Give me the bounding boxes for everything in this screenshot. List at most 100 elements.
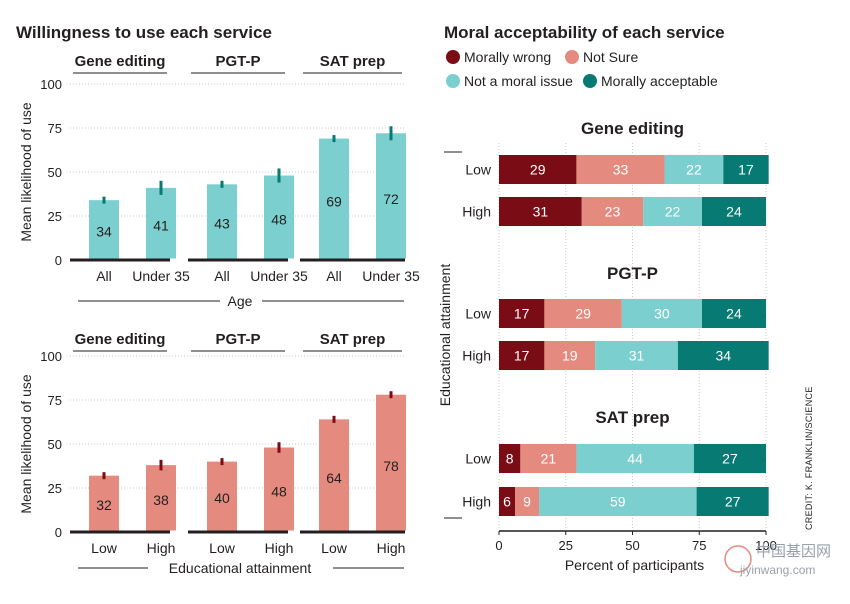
watermark-cn: 中国基因网 [756,543,831,560]
legend-swatch [446,74,460,88]
moral-bar-segment [499,444,521,473]
edu-category-label: High [147,540,176,556]
moral-bar-segment [520,444,577,473]
moral-bar-segment [499,341,545,370]
moral-xtick: 50 [625,538,639,553]
age-bar [207,184,237,259]
moral-bar-segment [499,197,582,226]
legend-label: Not Sure [583,49,638,65]
edu-ytick: 0 [55,525,62,540]
moral-bar-segment [595,341,678,370]
age-data-label: 34 [96,223,112,239]
edu-ylabel: Mean likelihood of use [18,374,34,514]
age-bar [146,187,176,259]
edu-data-label: 40 [214,490,230,506]
moral-segment-label: 24 [726,204,742,220]
edu-data-label: 78 [383,458,399,474]
edu-bar [264,447,294,531]
moral-segment-label: 29 [530,162,546,178]
edu-panel-title: Gene editing [75,331,166,348]
moral-segment-label: 17 [738,162,754,178]
age-data-label: 69 [326,194,342,210]
legend-label: Morally wrong [464,49,551,65]
moral-segment-label: 30 [654,306,670,322]
age-bar [319,138,349,259]
age-group-label: Age [228,293,253,309]
moral-bar-segment [621,299,702,328]
credit-text: CREDIT: K. FRANKLIN/SCIENCE [804,386,814,530]
legend-swatch [446,50,460,64]
moral-segment-label: 22 [665,204,681,220]
moral-bar-segment [643,197,702,226]
edu-ytick: 50 [48,437,62,452]
edu-category-label: High [265,540,294,556]
moral-segment-label: 44 [627,451,643,467]
age-data-label: 43 [214,216,230,232]
age-ytick: 50 [48,165,62,180]
legend-swatch [583,74,597,88]
edu-category-label: High [377,540,406,556]
moral-bar-segment [576,444,694,473]
left-title: Willingness to use each service [16,23,272,42]
moral-segment-label: 9 [523,494,531,510]
moral-bar-segment [581,197,644,226]
moral-bar-segment [701,299,766,328]
legend-label: Morally acceptable [601,73,718,89]
edu-ytick: 25 [48,481,62,496]
moral-segment-label: 21 [541,451,557,467]
edu-bar [89,475,119,531]
moral-segment-label: 34 [715,348,731,364]
moral-xlabel: Percent of participants [565,557,704,573]
moral-segment-label: 31 [533,204,549,220]
age-bar [89,200,119,259]
moral-segment-label: 17 [514,348,530,364]
watermark: 中国基因网 jiyinwang.com [724,543,831,577]
legend-label: Not a moral issue [464,73,573,89]
moral-segment-label: 17 [514,306,530,322]
age-data-label: 48 [271,211,287,227]
watermark-logo-icon [724,545,752,573]
age-panel-title: SAT prep [320,53,386,70]
moral-segment-label: 27 [722,451,738,467]
moral-row-label: High [462,494,491,510]
moral-bar-segment [723,155,769,184]
age-bar [264,175,294,259]
edu-panel-title: SAT prep [320,331,386,348]
moral-segment-label: 31 [629,348,645,364]
age-category-label: All [326,268,342,284]
moral-segment-label: 23 [605,204,621,220]
moral-row-label: Low [465,451,492,467]
moral-panel-title: SAT prep [595,408,669,427]
moral-xtick: 75 [692,538,706,553]
moral-bar-segment [499,155,577,184]
edu-category-label: Low [209,540,236,556]
edu-panel-title: PGT-P [215,331,260,348]
moral-segment-label: 33 [613,162,629,178]
moral-segment-label: 6 [503,494,511,510]
edu-group-label: Educational attainment [169,560,312,576]
moral-bar-segment [664,155,724,184]
moral-xtick: 25 [559,538,573,553]
legend: Morally wrong Not Sure Not a moral issue Mo… [446,49,718,89]
edu-data-label: 38 [153,492,169,508]
moral-segment-label: 22 [686,162,702,178]
edu-category-label: Low [91,540,118,556]
moral-bar-segment [701,197,766,226]
moral-segment-label: 19 [562,348,578,364]
moral-bar-segment [576,155,665,184]
age-category-label: Under 35 [132,268,190,284]
moral-acceptability-chart: Gene editing Low 29 33 22 17 High 31 23 22 24 PGT-P… [437,119,777,573]
moral-bar-segment [499,299,545,328]
edu-data-label: 48 [271,483,287,499]
moral-panel-title: Gene editing [581,119,684,138]
willingness-education-chart: 0 25 50 75 100 Mean likelihood of use Gene edi… [18,331,406,576]
age-ylabel: Mean likelihood of use [18,102,34,242]
moral-bar-segment [693,444,766,473]
age-category-label: Under 35 [250,268,308,284]
age-panel-title: Gene editing [75,53,166,70]
age-ytick: 25 [48,209,62,224]
age-category-label: All [214,268,230,284]
age-category-label: All [96,268,112,284]
moral-xtick: 100 [755,538,777,553]
